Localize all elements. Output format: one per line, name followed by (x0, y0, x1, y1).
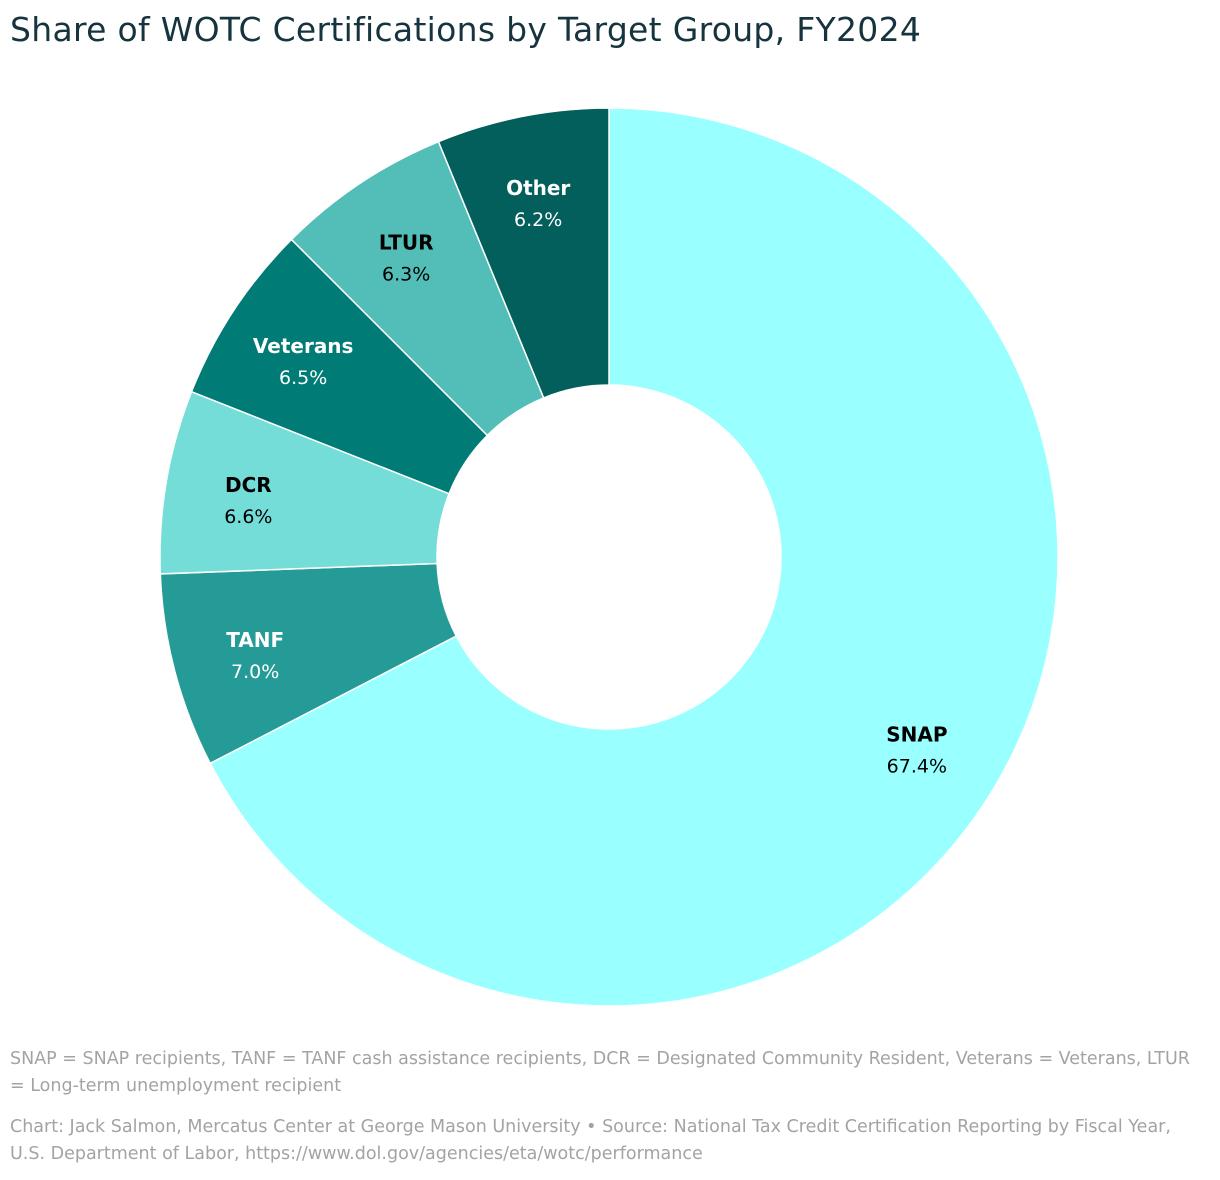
slice-value-tanf: 7.0% (231, 661, 279, 683)
abbreviation-notes: SNAP = SNAP recipients, TANF = TANF cash… (10, 1049, 1190, 1096)
slice-value-ltur: 6.3% (382, 263, 430, 285)
donut-chart: SNAP 67.4% TANF 7.0% DCR 6.6% Veterans 6.5% LTUR… (159, 107, 1059, 1007)
slice-label-ltur: LTUR (379, 230, 434, 254)
slice-label-tanf: TANF (226, 628, 284, 652)
slice-label-dcr: DCR (225, 473, 272, 497)
slice-value-veterans: 6.5% (279, 367, 327, 389)
slice-value-snap: 67.4% (887, 755, 947, 777)
slice-label-snap: SNAP (886, 722, 947, 746)
slice-value-dcr: 6.6% (224, 506, 272, 528)
slice-label-other: Other (506, 176, 570, 200)
slice-value-other: 6.2% (514, 209, 562, 231)
slice-tanf (159, 562, 458, 765)
chart-title: Share of WOTC Certifications by Target G… (10, 10, 922, 49)
source-credit: Chart: Jack Salmon, Mercatus Center at G… (10, 1117, 1171, 1164)
slice-snap (209, 107, 1059, 1007)
slice-other (437, 107, 610, 399)
slice-label-veterans: Veterans (253, 334, 354, 358)
